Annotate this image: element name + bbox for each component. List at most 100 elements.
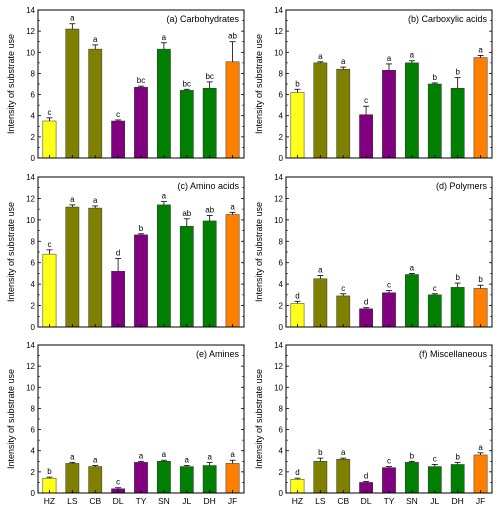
plot-frame — [37, 9, 245, 159]
bar-sn — [157, 48, 171, 159]
significance-letter: ab — [228, 32, 237, 41]
significance-letter: d — [295, 468, 299, 477]
significance-letter: c — [47, 108, 51, 117]
significance-letter: a — [70, 14, 75, 23]
bar-jf — [225, 214, 240, 328]
significance-letter: c — [47, 240, 51, 249]
bar-jl — [179, 90, 194, 159]
significance-letter: a — [162, 192, 167, 201]
y-tick-label: 6 — [279, 426, 284, 435]
significance-letter: c — [116, 478, 120, 487]
bar-ls — [65, 206, 80, 328]
bar-sn — [157, 461, 171, 494]
y-tick-label: 8 — [279, 237, 284, 246]
chart-panel-2: 0 2 4 6 8 10 12 14 Intensity of substrate use b a a… — [254, 6, 493, 163]
y-tick-label: 12 — [26, 362, 35, 371]
significance-letter: a — [185, 456, 190, 465]
y-tick-label: 0 — [31, 323, 36, 332]
significance-letter: bc — [137, 76, 145, 85]
significance-letter: ab — [205, 206, 214, 215]
bar-ls — [313, 62, 328, 159]
x-tick-label: SN — [158, 496, 170, 506]
bar-sn — [157, 204, 171, 328]
panel-title: (d) Polymers — [436, 181, 488, 191]
bar-cb — [88, 207, 103, 328]
y-tick-label: 8 — [31, 404, 36, 413]
y-tick-label: 4 — [31, 280, 36, 289]
y-tick-label: 2 — [279, 133, 284, 142]
panel-title: (f) Miscellaneous — [419, 349, 488, 359]
bar-dh — [202, 87, 217, 159]
y-tick-label: 4 — [279, 447, 284, 456]
significance-letter: c — [387, 281, 391, 290]
x-tick-label: SN — [406, 496, 418, 506]
y-tick-label: 14 — [26, 341, 35, 350]
significance-letter: a — [70, 452, 75, 461]
bar-cb — [336, 458, 351, 494]
significance-letter: c — [433, 454, 437, 463]
significance-letter: a — [162, 33, 167, 42]
y-tick-label: 0 — [31, 154, 36, 163]
y-tick-label: 0 — [31, 489, 36, 498]
significance-letter: c — [116, 110, 120, 119]
bar-cb — [336, 68, 351, 159]
x-tick-label: DL — [113, 496, 124, 506]
bar-ty — [382, 292, 396, 328]
y-tick-label: 6 — [31, 91, 36, 100]
significance-letter: a — [207, 452, 212, 461]
y-tick-label: 12 — [26, 194, 35, 203]
significance-letter: a — [230, 450, 235, 459]
x-tick-label: JF — [228, 496, 237, 506]
bar-hz — [290, 92, 305, 159]
x-tick-label: DL — [361, 496, 372, 506]
bar-dl — [359, 114, 373, 159]
significance-letter: a — [410, 51, 415, 60]
y-tick-label: 10 — [274, 48, 283, 57]
significance-letter: a — [341, 448, 346, 457]
significance-letter: a — [478, 443, 483, 452]
y-tick-label: 8 — [31, 69, 36, 78]
y-axis-title: Intensity of substrate use — [254, 34, 264, 134]
significance-letter: b — [410, 451, 415, 460]
bar-jf — [473, 57, 488, 159]
y-tick-label: 2 — [31, 133, 36, 142]
x-tick-label: LS — [67, 496, 78, 506]
bar-ls — [65, 28, 80, 159]
x-tick-label: JL — [182, 496, 191, 506]
y-tick-label: 14 — [26, 173, 35, 182]
panel-title: (c) Amino acids — [177, 181, 239, 191]
y-tick-label: 10 — [274, 216, 283, 225]
chart-panel-5: 0 2 4 6 8 10 12 14 Intensity of substrate use b HZ… — [6, 341, 245, 506]
y-tick-label: 10 — [26, 216, 35, 225]
y-tick-label: 10 — [274, 383, 283, 392]
bar-dh — [450, 464, 465, 494]
y-tick-label: 4 — [31, 447, 36, 456]
bar-sn — [405, 462, 419, 494]
x-tick-label: DH — [204, 496, 216, 506]
significance-letter: b — [139, 224, 144, 233]
y-tick-label: 10 — [26, 48, 35, 57]
significance-letter: a — [70, 195, 75, 204]
significance-letter: a — [93, 196, 98, 205]
bar-sn — [405, 62, 419, 159]
y-tick-label: 8 — [279, 404, 284, 413]
x-tick-label: DH — [452, 496, 464, 506]
y-tick-label: 4 — [279, 112, 284, 121]
y-tick-label: 0 — [279, 489, 284, 498]
y-axis-title: Intensity of substrate use — [254, 202, 264, 302]
chart-panel-1: 0 2 4 6 8 10 12 14 Intensity of substrate use c a a… — [6, 6, 245, 163]
bar-dh — [202, 465, 217, 494]
x-tick-label: TY — [384, 496, 395, 506]
chart-panel-6: 0 2 4 6 8 10 12 14 Intensity of substrate use d HZ… — [254, 341, 493, 506]
y-tick-label: 14 — [274, 341, 283, 350]
x-tick-label: LS — [315, 496, 326, 506]
y-tick-label: 2 — [31, 468, 36, 477]
y-axis-title: Intensity of substrate use — [6, 34, 16, 134]
plot-frame — [285, 9, 493, 159]
significance-letter: b — [455, 452, 460, 461]
y-tick-label: 12 — [274, 362, 283, 371]
significance-letter: a — [139, 451, 144, 460]
panel-title: (a) Carbohydrates — [166, 14, 239, 24]
y-tick-label: 6 — [31, 259, 36, 268]
